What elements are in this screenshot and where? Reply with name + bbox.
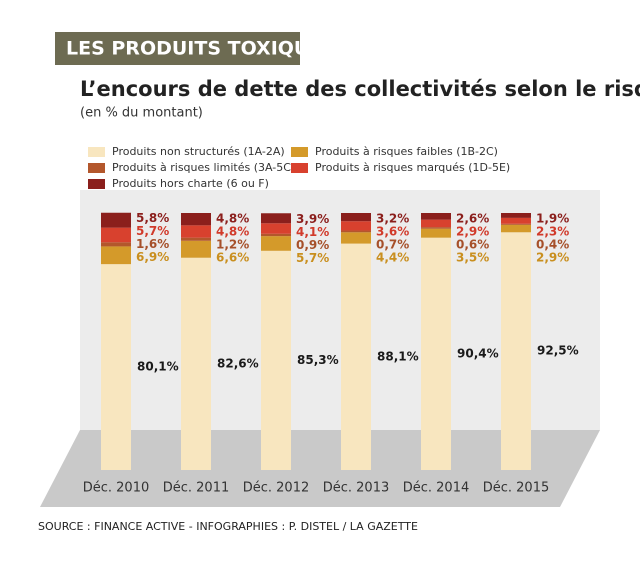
bar-segment [261, 233, 291, 237]
value-label: 5,8% [136, 211, 169, 225]
legend-label: Produits hors charte (6 ou F) [112, 177, 269, 190]
value-label: 0,9% [296, 238, 329, 252]
bar-segment [181, 237, 211, 241]
x-tick-label: Déc. 2014 [403, 481, 470, 496]
value-label: 3,9% [296, 212, 329, 226]
value-label: 1,6% [136, 237, 169, 251]
value-label: 3,2% [376, 212, 409, 226]
bar-segment [101, 242, 131, 247]
bar-segment [101, 264, 131, 470]
legend-swatch [88, 163, 105, 173]
bar-segment [261, 213, 291, 224]
chart-subtitle: (en % du montant) [80, 106, 203, 121]
value-label: 4,1% [296, 225, 329, 239]
bar-segment [501, 217, 531, 224]
bar-segment [261, 250, 291, 470]
value-label: 4,8% [216, 225, 249, 239]
value-label: 2,9% [536, 251, 569, 265]
value-label: 5,7% [296, 251, 329, 265]
value-label: 4,4% [376, 251, 409, 265]
value-label: 82,6% [217, 356, 259, 370]
value-label: 0,4% [536, 238, 569, 252]
bar-segment [501, 223, 531, 225]
value-label: 2,9% [456, 225, 489, 239]
bar-segment [181, 257, 211, 470]
bar-segment [181, 213, 211, 226]
bar-segment [101, 227, 131, 243]
bar-segment [261, 236, 291, 251]
x-tick-label: Déc. 2013 [323, 481, 390, 496]
x-tick-label: Déc. 2012 [243, 481, 310, 496]
legend-swatch [291, 147, 308, 157]
bar-segment [501, 232, 531, 470]
legend-swatch [88, 147, 105, 157]
value-label: 3,5% [456, 251, 489, 265]
value-label: 0,7% [376, 238, 409, 252]
bar-segment [501, 213, 531, 218]
x-tick-label: Déc. 2015 [483, 481, 550, 496]
value-label: 88,1% [377, 349, 419, 363]
bar-segment [181, 240, 211, 258]
header: LES PRODUITS TOXIQUES [66, 38, 336, 60]
value-label: 92,5% [537, 344, 579, 358]
bar-segment [261, 223, 291, 234]
value-label: 80,1% [137, 360, 179, 374]
bar-segment [341, 221, 371, 231]
value-label: 2,3% [536, 225, 569, 239]
legend-swatch [291, 163, 308, 173]
bar-segment [341, 230, 371, 233]
value-label: 4,8% [216, 212, 249, 226]
chart-title: L’encours de dette des collectivités sel… [80, 77, 640, 101]
bar-segment [341, 213, 371, 222]
header-band [55, 32, 300, 65]
value-label: 85,3% [297, 353, 339, 367]
bar-segment [501, 224, 531, 233]
value-label: 90,4% [457, 346, 499, 360]
bar-segment [421, 219, 451, 228]
legend-swatch [88, 179, 105, 189]
value-label: 3,6% [376, 225, 409, 239]
legend-label: Produits à risques limités (3A-5C) [112, 161, 295, 174]
bar-segment [341, 243, 371, 470]
bar-segment [421, 227, 451, 229]
value-label: 1,2% [216, 238, 249, 252]
bar-segment [101, 212, 131, 228]
value-label: 1,9% [536, 212, 569, 226]
value-label: 6,9% [136, 250, 169, 264]
legend-label: Produits à risques faibles (1B-2C) [315, 145, 498, 158]
chart-floor [40, 430, 600, 507]
bar-segment [421, 237, 451, 470]
x-tick-label: Déc. 2010 [83, 481, 150, 496]
value-label: 0,6% [456, 238, 489, 252]
value-label: 6,6% [216, 251, 249, 265]
value-label: 2,6% [456, 212, 489, 226]
legend-label: Produits non structurés (1A-2A) [112, 145, 285, 158]
bar-segment [421, 213, 451, 220]
bar-segment [101, 246, 131, 265]
bar-segment [341, 232, 371, 244]
bar-segment [181, 225, 211, 238]
bar-segment [421, 228, 451, 238]
value-label: 5,7% [136, 224, 169, 238]
source: SOURCE : FINANCE ACTIVE - INFOGRAPHIES :… [38, 520, 418, 533]
legend-label: Produits à risques marqués (1D-5E) [315, 161, 510, 174]
x-tick-label: Déc. 2011 [163, 481, 230, 496]
